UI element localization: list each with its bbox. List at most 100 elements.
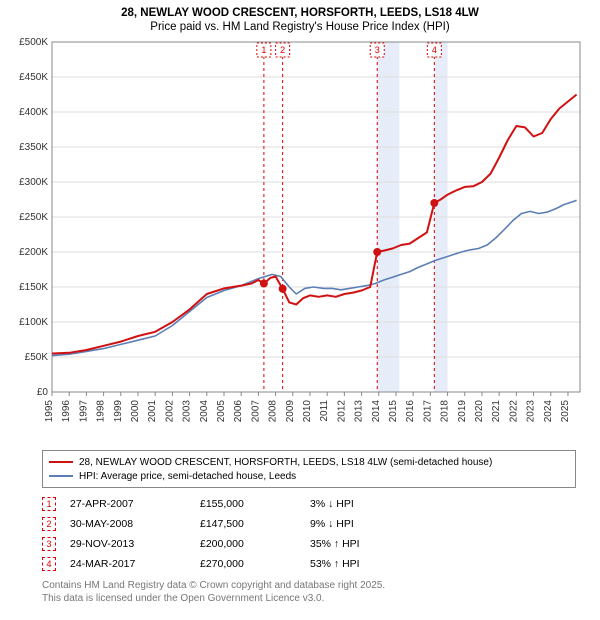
- title-line-1: 28, NEWLAY WOOD CRESCENT, HORSFORTH, LEE…: [0, 6, 600, 20]
- x-tick-label-group: 2017: [422, 400, 433, 423]
- x-tick-label: 2007: [250, 400, 261, 423]
- event-number-badge: 1: [42, 497, 56, 511]
- event-price: £270,000: [200, 558, 310, 570]
- x-tick-label-group: 1998: [96, 400, 107, 423]
- event-date: 29-NOV-2013: [70, 538, 200, 550]
- x-tick-label: 2010: [302, 400, 313, 423]
- x-tick-label-group: 2025: [560, 400, 571, 423]
- event-marker-number: 2: [280, 45, 285, 55]
- event-pct: 53% ↑ HPI: [310, 558, 400, 570]
- x-tick-label: 2005: [216, 400, 227, 423]
- x-tick-label: 1997: [78, 400, 89, 423]
- x-tick-label: 2022: [508, 400, 519, 423]
- x-tick-label-group: 2021: [491, 400, 502, 423]
- x-tick-label-group: 1997: [78, 400, 89, 423]
- event-price: £200,000: [200, 538, 310, 550]
- x-tick-label-group: 2002: [164, 400, 175, 423]
- x-tick-label-group: 2018: [440, 400, 451, 423]
- x-tick-label-group: 2000: [130, 400, 141, 423]
- sale-marker-dot: [430, 199, 438, 207]
- legend-swatch: [49, 475, 73, 477]
- y-tick-label: £350K: [19, 142, 48, 153]
- x-tick-label: 2014: [371, 400, 382, 423]
- legend: 28, NEWLAY WOOD CRESCENT, HORSFORTH, LEE…: [42, 450, 576, 488]
- x-tick-label-group: 1995: [44, 400, 55, 423]
- legend-label: HPI: Average price, semi-detached house,…: [79, 471, 296, 482]
- x-tick-label: 1996: [61, 400, 72, 423]
- y-tick-label: £50K: [25, 352, 49, 363]
- x-tick-label: 2024: [543, 400, 554, 423]
- event-row: 127-APR-2007£155,0003% ↓ HPI: [42, 494, 400, 514]
- series-line: [283, 252, 378, 305]
- sale-marker-dot: [279, 285, 287, 293]
- x-tick-label-group: 2003: [182, 400, 193, 423]
- x-tick-label: 2000: [130, 400, 141, 423]
- event-pct: 35% ↑ HPI: [310, 538, 400, 550]
- title-line-2: Price paid vs. HM Land Registry's House …: [0, 20, 600, 34]
- x-tick-label: 2006: [233, 400, 244, 423]
- x-tick-label-group: 2019: [457, 400, 468, 423]
- x-tick-label: 2011: [319, 400, 330, 422]
- chart-title: 28, NEWLAY WOOD CRESCENT, HORSFORTH, LEE…: [0, 0, 600, 35]
- x-tick-label: 2001: [147, 400, 158, 423]
- x-tick-label-group: 2023: [526, 400, 537, 423]
- event-date: 27-APR-2007: [70, 498, 200, 510]
- x-tick-label-group: 2004: [199, 400, 210, 423]
- x-tick-label-group: 1999: [113, 400, 124, 423]
- line-chart-svg: £0£50K£100K£150K£200K£250K£300K£350K£400…: [8, 38, 592, 438]
- series-line: [52, 280, 264, 354]
- event-price: £155,000: [200, 498, 310, 510]
- x-tick-label: 2004: [199, 400, 210, 423]
- x-tick-label-group: 2009: [285, 400, 296, 423]
- event-pct: 9% ↓ HPI: [310, 518, 400, 530]
- x-tick-label-group: 2012: [336, 400, 347, 423]
- x-tick-label-group: 2014: [371, 400, 382, 423]
- x-tick-label: 2023: [526, 400, 537, 423]
- x-tick-label-group: 2024: [543, 400, 554, 423]
- x-tick-label: 1995: [44, 400, 55, 423]
- legend-label: 28, NEWLAY WOOD CRESCENT, HORSFORTH, LEE…: [79, 457, 492, 468]
- x-tick-label: 2013: [354, 400, 365, 423]
- x-tick-label-group: 2020: [474, 400, 485, 423]
- sale-marker-dot: [260, 280, 268, 288]
- x-tick-label: 2016: [405, 400, 416, 423]
- event-marker-number: 3: [375, 45, 380, 55]
- x-tick-label: 1999: [113, 400, 124, 423]
- event-table: 127-APR-2007£155,0003% ↓ HPI230-MAY-2008…: [42, 494, 400, 574]
- x-tick-label: 2012: [336, 400, 347, 423]
- x-tick-label: 2017: [422, 400, 433, 423]
- event-row: 424-MAR-2017£270,00053% ↑ HPI: [42, 554, 400, 574]
- event-date: 30-MAY-2008: [70, 518, 200, 530]
- y-tick-label: £400K: [19, 107, 48, 118]
- x-tick-label: 2018: [440, 400, 451, 423]
- footer-line-1: Contains HM Land Registry data © Crown c…: [42, 580, 385, 593]
- x-tick-label: 2025: [560, 400, 571, 423]
- event-row: 230-MAY-2008£147,5009% ↓ HPI: [42, 514, 400, 534]
- event-number-badge: 2: [42, 517, 56, 531]
- x-tick-label: 2002: [164, 400, 175, 423]
- x-tick-label-group: 2001: [147, 400, 158, 423]
- series-line: [52, 200, 577, 355]
- x-tick-label: 2009: [285, 400, 296, 423]
- event-number-badge: 3: [42, 537, 56, 551]
- y-tick-label: £500K: [19, 38, 48, 48]
- footer-line-2: This data is licensed under the Open Gov…: [42, 593, 385, 606]
- legend-row: 28, NEWLAY WOOD CRESCENT, HORSFORTH, LEE…: [49, 455, 569, 469]
- y-tick-label: £250K: [19, 212, 48, 223]
- x-tick-label-group: 2013: [354, 400, 365, 423]
- y-tick-label: £300K: [19, 177, 48, 188]
- x-tick-label-group: 2005: [216, 400, 227, 423]
- x-tick-label: 2008: [268, 400, 279, 423]
- x-tick-label: 2020: [474, 400, 485, 423]
- footer: Contains HM Land Registry data © Crown c…: [42, 580, 385, 605]
- event-marker-number: 4: [432, 45, 437, 55]
- x-tick-label-group: 2011: [319, 400, 330, 422]
- x-tick-label: 2021: [491, 400, 502, 423]
- y-tick-label: £100K: [19, 317, 48, 328]
- x-tick-label-group: 2022: [508, 400, 519, 423]
- legend-swatch: [49, 461, 73, 463]
- x-tick-label: 2019: [457, 400, 468, 423]
- x-tick-label-group: 2010: [302, 400, 313, 423]
- y-tick-label: £450K: [19, 72, 48, 83]
- event-row: 3 29-NOV-2013£200,00035% ↑ HPI: [42, 534, 400, 554]
